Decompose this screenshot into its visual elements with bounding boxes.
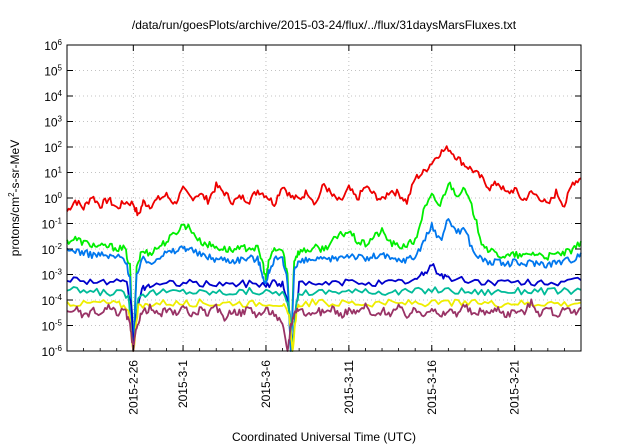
series-line-1 xyxy=(66,145,582,217)
y-tick-label: 10-5 xyxy=(42,319,63,334)
y-tick-label: 101 xyxy=(44,166,62,181)
x-tick-label: 2015-3-16 xyxy=(425,360,439,415)
y-tick-label: 10-2 xyxy=(42,242,63,257)
axis-ticks: 10-610-510-410-310-210-11001011021031041… xyxy=(42,38,581,415)
y-tick-exponent: 5 xyxy=(58,64,63,73)
series-line-2 xyxy=(66,181,582,352)
x-axis-label: Coordinated Universal Time (UTC) xyxy=(232,430,416,444)
y-tick-exponent: -4 xyxy=(55,293,63,302)
y-tick-base: 10 xyxy=(42,269,56,283)
x-tick-label: 2015-3-1 xyxy=(176,360,190,408)
y-tick-base: 10 xyxy=(44,141,58,155)
y-tick-label: 10-3 xyxy=(42,268,63,283)
y-tick-base: 10 xyxy=(44,65,58,79)
y-tick-label: 103 xyxy=(44,115,62,130)
y-axis-label: protons/cm2-s-sr-MeV xyxy=(7,140,22,256)
y-tick-exponent: 4 xyxy=(58,89,63,98)
y-tick-label: 100 xyxy=(44,191,62,206)
y-tick-base: 10 xyxy=(42,294,56,308)
y-tick-base: 10 xyxy=(42,243,56,257)
y-tick-exponent: -3 xyxy=(55,268,63,277)
x-tick-label: 2015-3-21 xyxy=(508,360,522,415)
y-tick-base: 10 xyxy=(44,192,58,206)
y-tick-base: 10 xyxy=(42,345,56,359)
y-tick-exponent: -5 xyxy=(55,319,63,328)
y-tick-label: 102 xyxy=(44,140,62,155)
y-tick-exponent: -1 xyxy=(55,217,63,226)
y-tick-exponent: 3 xyxy=(58,115,63,124)
chart-title: /data/run/goesPlots/archive/2015-03-24/f… xyxy=(132,18,517,32)
y-tick-base: 10 xyxy=(42,320,56,334)
series-line-7 xyxy=(66,298,582,352)
y-tick-label: 10-6 xyxy=(42,344,63,359)
y-tick-label: 10-1 xyxy=(42,217,63,232)
y-tick-label: 104 xyxy=(44,89,62,104)
series-line-6 xyxy=(66,298,582,352)
y-tick-exponent: 6 xyxy=(58,38,63,47)
y-tick-label: 106 xyxy=(44,38,62,53)
y-tick-base: 10 xyxy=(44,90,58,104)
y-tick-label: 105 xyxy=(44,64,62,79)
x-tick-label: 2015-3-6 xyxy=(259,360,273,408)
y-tick-exponent: 2 xyxy=(58,140,63,149)
series-line-3 xyxy=(66,218,582,352)
y-tick-exponent: -2 xyxy=(55,242,63,251)
x-tick-label: 2015-2-26 xyxy=(126,360,140,415)
y-axis-label-rest: -s-sr-MeV xyxy=(8,140,22,193)
data-series xyxy=(66,145,582,352)
y-tick-base: 10 xyxy=(44,39,58,53)
y-axis-label-exponent: 2 xyxy=(7,192,16,197)
y-axis-label-unit: protons/cm xyxy=(8,197,22,256)
y-tick-exponent: 1 xyxy=(58,166,63,175)
y-tick-label: 10-4 xyxy=(42,293,63,308)
y-tick-base: 10 xyxy=(44,167,58,181)
y-tick-exponent: -6 xyxy=(55,344,63,353)
y-tick-base: 10 xyxy=(42,218,56,232)
y-tick-base: 10 xyxy=(44,116,58,130)
x-tick-label: 2015-3-11 xyxy=(342,360,356,414)
y-tick-exponent: 0 xyxy=(58,191,63,200)
